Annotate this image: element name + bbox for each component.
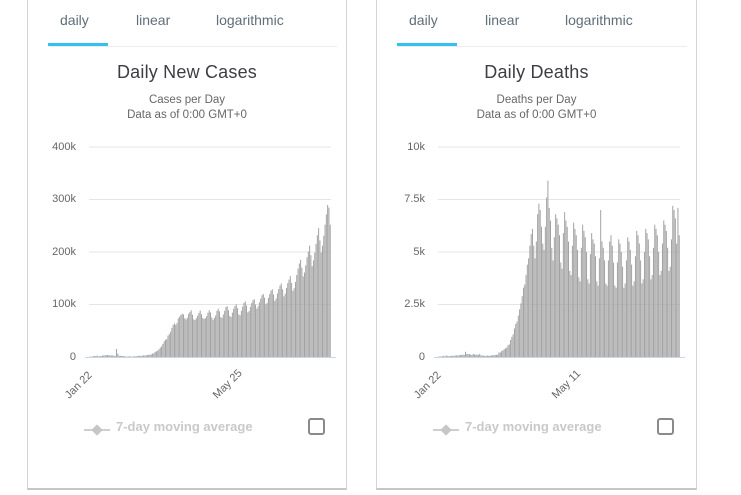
tab-logarithmic[interactable]: logarithmic — [216, 12, 284, 28]
active-tab-underline — [397, 43, 457, 46]
legend-row: 7-day moving average — [28, 418, 346, 442]
chart-subtitle: Cases per Day Data as of 0:00 GMT+0 — [28, 93, 346, 123]
tab-linear[interactable]: linear — [485, 12, 520, 28]
chart-subtitle-line1: Deaths per Day — [496, 94, 577, 106]
bar-plot — [85, 146, 336, 358]
moving-average-checkbox[interactable] — [308, 418, 325, 435]
y-axis-tick: 5k — [413, 246, 425, 258]
y-axis-tick: 0 — [69, 351, 76, 363]
y-axis-tick: 10k — [407, 141, 425, 153]
moving-average-line-icon — [433, 424, 459, 436]
tab-separator — [49, 46, 337, 47]
active-tab-underline — [48, 43, 108, 46]
chart-title: Daily New Cases — [116, 62, 258, 82]
cases-chart: 400k 300k 200k 100k 0 Jan 22 May 25 — [28, 140, 346, 402]
y-axis-tick: 7.5k — [404, 193, 425, 205]
legend-item-moving-average[interactable]: 7-day moving average — [116, 419, 253, 434]
chart-subtitle-line2: Data as of 0:00 GMT+0 — [127, 109, 247, 121]
panel-daily-deaths: daily linear logarithmic Daily Deaths De… — [376, 0, 697, 490]
moving-average-line-icon — [84, 424, 110, 436]
chart-title: Daily Deaths — [484, 62, 589, 82]
y-axis-tick: 0 — [418, 351, 425, 363]
y-axis-tick: 300k — [52, 193, 76, 205]
deaths-chart: 10k 7.5k 5k 2.5k 0 Jan 22 May 11 — [377, 140, 696, 402]
tab-linear[interactable]: linear — [136, 12, 171, 28]
panel-daily-new-cases: daily linear logarithmic Daily New Cases… — [27, 0, 347, 490]
moving-average-checkbox[interactable] — [657, 418, 674, 435]
y-axis-tick: 100k — [52, 298, 76, 310]
bar-plot — [434, 146, 685, 358]
y-axis-tick: 200k — [52, 246, 76, 258]
tab-logarithmic[interactable]: logarithmic — [565, 12, 633, 28]
tab-daily[interactable]: daily — [60, 12, 89, 28]
y-axis-tick: 2.5k — [404, 298, 425, 310]
chart-subtitle: Deaths per Day Data as of 0:00 GMT+0 — [377, 93, 696, 123]
tab-daily[interactable]: daily — [409, 12, 438, 28]
y-axis-tick: 400k — [52, 141, 76, 153]
chart-subtitle-line2: Data as of 0:00 GMT+0 — [476, 109, 597, 121]
chart-subtitle-line1: Cases per Day — [148, 94, 226, 106]
legend-item-moving-average[interactable]: 7-day moving average — [465, 419, 602, 434]
legend-row: 7-day moving average — [377, 418, 696, 442]
tab-separator — [398, 46, 687, 47]
